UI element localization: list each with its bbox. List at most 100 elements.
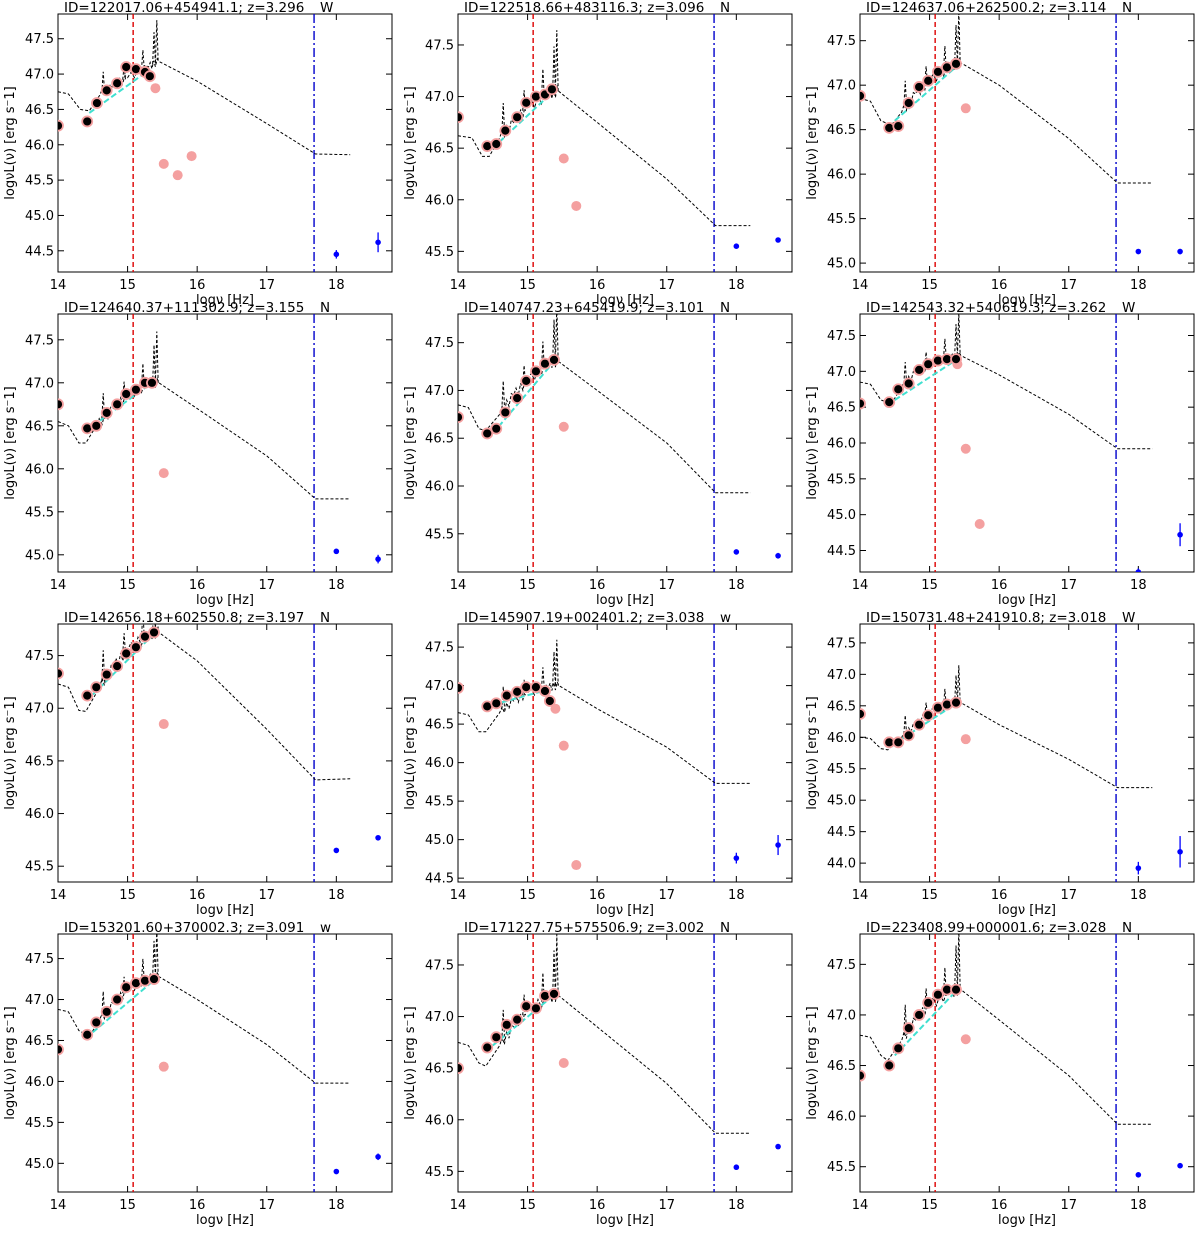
photometry-point [81, 1028, 94, 1041]
emission-line-spike [541, 667, 545, 689]
photometry-point [902, 1022, 915, 1034]
photometry-point [860, 1069, 866, 1082]
photometry-point [120, 388, 133, 400]
y-tick-label: 47.0 [827, 668, 856, 683]
x-tick-label: 15 [119, 578, 136, 593]
excluded-photometry-point [558, 421, 569, 432]
x-tick-label: 14 [852, 278, 869, 293]
x-axis-label: logν [Hz] [596, 903, 654, 918]
x-tick-label: 17 [658, 1198, 675, 1213]
excluded-photometry-point [960, 734, 971, 745]
y-tick-label: 45.0 [25, 209, 54, 224]
emission-line-spike [552, 46, 556, 93]
y-tick-label: 46.0 [827, 437, 856, 452]
photometry-point [902, 729, 915, 742]
radio-flag: N [1122, 0, 1132, 16]
x-tick-label: 14 [852, 888, 869, 903]
photometry-point [520, 96, 533, 109]
y-tick-label: 45.5 [25, 174, 54, 189]
photometry-point [130, 641, 142, 654]
y-tick-label: 46.5 [25, 103, 54, 118]
template-sed-line [860, 983, 1153, 1125]
y-tick-label: 46.5 [425, 1062, 454, 1077]
sed-panel-8: 14 15 16 17 18 44.5 45.0 45.5 46.0 46.5 47.0 47.5 lo… [403, 610, 793, 918]
emission-line-spike [903, 361, 908, 384]
photometry-point [530, 365, 542, 378]
photometry-point [481, 427, 494, 440]
xray-point [733, 855, 740, 861]
emission-line-spike [154, 331, 159, 384]
photometry-point [511, 392, 524, 404]
excluded-photometry-point [571, 200, 582, 211]
emission-line-spike [141, 50, 145, 70]
radio-flag: N [320, 300, 330, 316]
photometry-point [90, 1016, 103, 1029]
photometry-point [81, 115, 94, 128]
y-tick-label: 45.0 [425, 833, 454, 848]
photometry-point [499, 124, 512, 137]
photometry-point [148, 973, 160, 985]
sed-panel-12: 14 15 16 17 18 45.5 46.0 46.5 47.0 47.5 logν [Hz] l… [805, 920, 1195, 1228]
photometry-point [892, 736, 905, 749]
xray-point [1135, 865, 1142, 871]
y-tick-label: 47.0 [827, 365, 856, 380]
y-tick-label: 45.5 [827, 762, 856, 777]
plot-frame [57, 623, 393, 883]
plot-body [58, 314, 381, 572]
y-tick-label: 45.0 [827, 794, 856, 809]
excluded-photometry-point [974, 518, 985, 529]
photometry-point [520, 374, 533, 387]
y-tick-label: 47.5 [827, 34, 856, 49]
radio-flag: N [720, 920, 730, 936]
y-tick-label: 46.0 [25, 462, 54, 477]
y-tick-label: 47.5 [25, 333, 54, 348]
emission-line-spike [154, 20, 159, 63]
panel-title: ID=122017.06+454941.1; z=3.296 [64, 0, 304, 16]
x-tick-label: 17 [658, 578, 675, 593]
plot-frame [859, 13, 1195, 273]
x-tick-label: 15 [921, 578, 938, 593]
y-tick-label: 46.0 [425, 1113, 454, 1128]
y-tick-label: 45.5 [827, 472, 856, 487]
x-tick-label: 18 [328, 888, 345, 903]
y-tick-label: 47.5 [827, 958, 856, 973]
photometry-point [90, 419, 103, 432]
excluded-photometry-point [571, 860, 582, 871]
excluded-photometry-point [960, 443, 971, 454]
radio-flag: W [320, 0, 333, 16]
emission-line-spike [554, 30, 559, 93]
plot-body [458, 934, 781, 1192]
panel-title: ID=124637.06+262500.2; z=3.114 [866, 0, 1106, 16]
photometry-point [950, 983, 962, 996]
panel-title: ID=122518.66+483116.3; z=3.096 [464, 0, 704, 16]
excluded-photometry-point [158, 1061, 169, 1072]
plot-body [860, 14, 1183, 272]
x-tick-label: 18 [1130, 278, 1147, 293]
photometry-point [100, 406, 113, 419]
y-tick-label: 46.5 [25, 419, 54, 434]
radio-flag: w [720, 610, 731, 626]
emission-line-spike [903, 715, 908, 735]
xray-point [333, 548, 340, 555]
xray-point [775, 842, 781, 848]
panel-title: ID=142543.32+540619.3; z=3.262 [866, 300, 1106, 316]
photometry-point [58, 1043, 64, 1056]
emission-line-spike [903, 80, 908, 108]
y-axis-label: logνL(ν) [erg s⁻1] [805, 1006, 820, 1119]
x-axis-label: logν [Hz] [196, 1213, 254, 1228]
x-tick-label: 18 [328, 278, 345, 293]
x-tick-label: 14 [450, 278, 467, 293]
xray-point [1135, 1172, 1142, 1178]
emission-line-spike [554, 639, 559, 686]
photometry-point [922, 358, 935, 371]
photometry-point [892, 120, 905, 132]
x-tick-label: 16 [189, 278, 206, 293]
y-tick-label: 47.5 [425, 641, 454, 656]
y-tick-label: 47.0 [425, 1010, 454, 1025]
sed-panel-3: 14 15 16 17 18 45.0 45.5 46.0 46.5 47.0 47.5 logν [… [805, 0, 1195, 308]
template-sed-line [860, 350, 1153, 450]
photometry-point [932, 65, 944, 78]
x-tick-label: 17 [658, 278, 675, 293]
sed-panel-6: 14 15 16 17 18 44.5 45.0 45.5 46.0 46.5 47.0 47.5 lo… [805, 300, 1195, 608]
x-axis-label: logν [Hz] [596, 293, 654, 308]
